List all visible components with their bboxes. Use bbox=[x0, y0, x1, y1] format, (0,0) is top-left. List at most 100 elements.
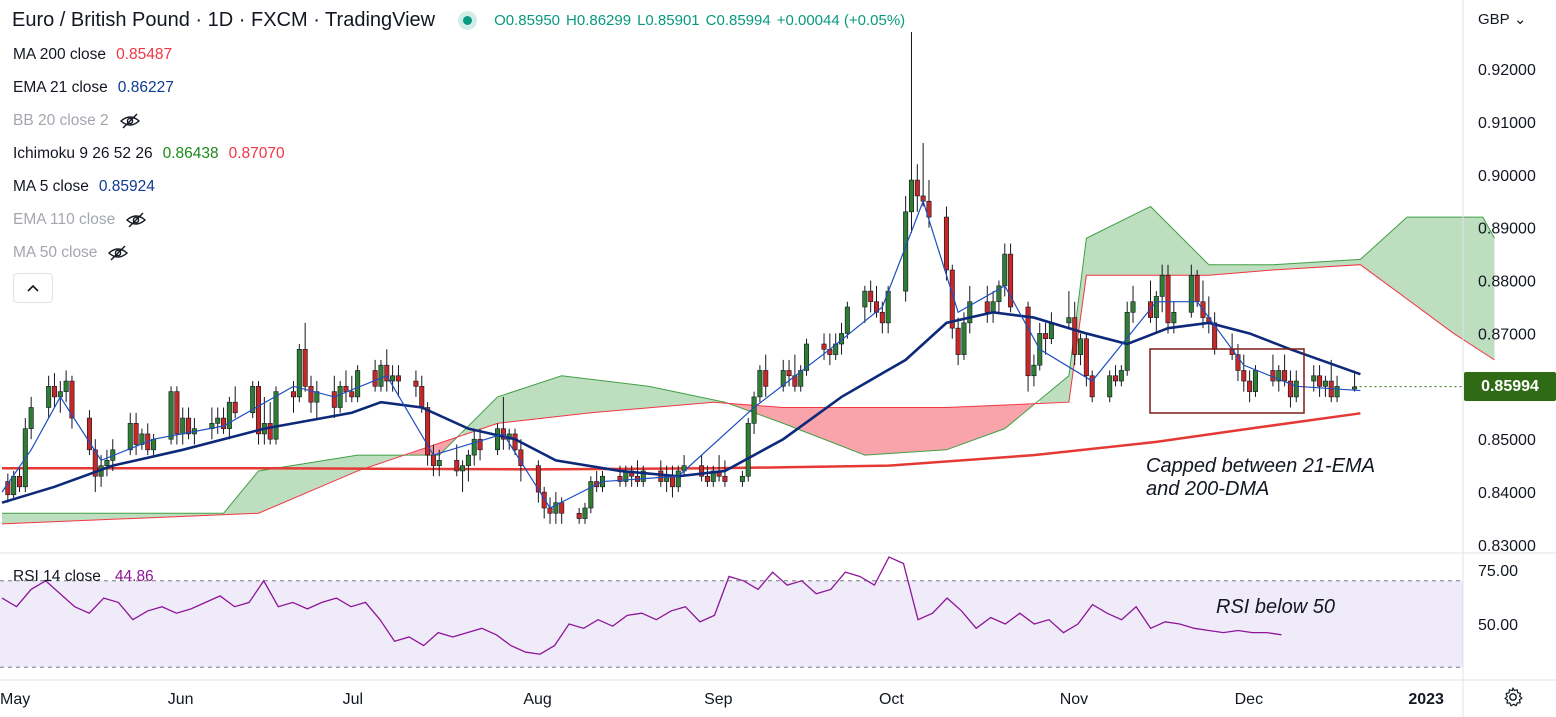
candle-down bbox=[1241, 370, 1247, 382]
candles bbox=[5, 31, 1358, 524]
candle-down bbox=[302, 349, 308, 387]
candle-down bbox=[51, 386, 57, 398]
price-tick-label: 0.88000 bbox=[1478, 274, 1536, 291]
candle-up bbox=[460, 465, 466, 472]
price-tick-label: 0.92000 bbox=[1478, 62, 1536, 79]
legend-value: 0.86438 bbox=[162, 145, 219, 162]
candle-up bbox=[104, 460, 110, 466]
candle-down bbox=[535, 465, 541, 493]
eye-hidden-icon[interactable] bbox=[125, 212, 147, 228]
legend-label: MA 50 close bbox=[13, 244, 98, 261]
currency-selector[interactable]: GBP ⌄ bbox=[1478, 10, 1526, 28]
legend-label: EMA 110 close bbox=[13, 211, 116, 228]
candle-down bbox=[425, 407, 431, 456]
eye-hidden-icon[interactable] bbox=[119, 113, 141, 129]
time-tick-label: May bbox=[0, 691, 30, 708]
candle-down bbox=[232, 401, 238, 414]
candle-down bbox=[512, 433, 518, 451]
candle-up bbox=[436, 460, 442, 466]
cloud-bullish bbox=[1039, 206, 1495, 404]
ema21-line bbox=[1, 310, 1361, 504]
ma200-line bbox=[2, 412, 1361, 471]
legend-value: 0.87070 bbox=[228, 145, 285, 162]
collapse-legend-button[interactable] bbox=[13, 273, 53, 303]
time-tick-label: 2023 bbox=[1408, 691, 1444, 708]
currency-label: GBP bbox=[1478, 11, 1510, 28]
candle-down bbox=[454, 460, 460, 472]
legend-label: BB 20 close 2 bbox=[13, 112, 109, 129]
annotation-main[interactable]: Capped between 21-EMA and 200-DMA bbox=[1146, 455, 1376, 500]
time-tick-label: Aug bbox=[523, 691, 551, 708]
eye-hidden-icon[interactable] bbox=[107, 245, 129, 261]
ma5-path bbox=[1, 199, 1361, 509]
rsi-tick-label: 75.00 bbox=[1478, 563, 1518, 580]
candle-down bbox=[1282, 370, 1288, 382]
candle-down bbox=[699, 465, 705, 477]
candle-up bbox=[337, 386, 343, 408]
candle-down bbox=[1025, 306, 1031, 377]
candle-up bbox=[1276, 370, 1282, 382]
rsi-legend: RSI 14 close 44.86 bbox=[13, 568, 154, 586]
settings-gear-icon[interactable] bbox=[1502, 686, 1524, 708]
candle-up bbox=[640, 470, 646, 482]
legend-row-ichimoku-9-26-52-26[interactable]: Ichimoku 9 26 52 26 0.86438 0.87070 bbox=[13, 145, 285, 163]
candle-up bbox=[1078, 338, 1084, 355]
chart-header: Euro / British Pound · 1D · FXCM · Tradi… bbox=[12, 9, 905, 32]
legend-row-ema-110-close[interactable]: EMA 110 close bbox=[13, 211, 147, 229]
legend-row-ma-200-close[interactable]: MA 200 close 0.85487 bbox=[13, 46, 172, 64]
candle-down bbox=[308, 386, 314, 403]
candle-down bbox=[186, 417, 192, 435]
symbol-title[interactable]: Euro / British Pound · 1D · FXCM · Tradi… bbox=[12, 9, 436, 31]
candle-up bbox=[757, 370, 763, 398]
candle-up bbox=[296, 349, 302, 398]
cloud-bullish bbox=[462, 375, 725, 436]
candle-down bbox=[1113, 375, 1119, 382]
legend-row-bb-20-close-2[interactable]: BB 20 close 2 bbox=[13, 112, 141, 130]
time-tick-label: Nov bbox=[1060, 691, 1088, 708]
cloud-bullish bbox=[2, 455, 405, 524]
candle-up bbox=[314, 391, 320, 403]
legend-label: EMA 21 close bbox=[13, 79, 108, 96]
candle-up bbox=[675, 470, 681, 488]
candle-up bbox=[1118, 370, 1124, 382]
candle-up bbox=[1107, 375, 1113, 398]
candle-down bbox=[1165, 274, 1171, 324]
legend-value: 0.85487 bbox=[116, 46, 173, 63]
candle-up bbox=[710, 470, 716, 482]
candle-down bbox=[1072, 317, 1078, 355]
candle-up bbox=[46, 386, 52, 408]
legend-row-ema-21-close[interactable]: EMA 21 close 0.86227 bbox=[13, 79, 174, 97]
legend-row-ma-50-close[interactable]: MA 50 close bbox=[13, 244, 129, 262]
candle-down bbox=[1235, 354, 1241, 371]
candle-up bbox=[168, 391, 174, 440]
annotation-rsi[interactable]: RSI below 50 bbox=[1216, 596, 1335, 618]
candle-down bbox=[722, 475, 728, 482]
candle-down bbox=[914, 179, 920, 197]
candle-up bbox=[226, 401, 232, 429]
candle-down bbox=[576, 512, 582, 519]
candle-up bbox=[151, 438, 157, 451]
candle-up bbox=[1048, 322, 1054, 340]
candle-down bbox=[1287, 380, 1293, 398]
candle-down bbox=[547, 507, 553, 514]
candle-up bbox=[1159, 274, 1165, 297]
candle-down bbox=[343, 386, 349, 392]
candle-up bbox=[908, 179, 914, 213]
rsi-band bbox=[0, 580, 1463, 668]
candle-up bbox=[1311, 375, 1317, 382]
last-price-tag: 0.85994 bbox=[1464, 372, 1556, 401]
candle-down bbox=[221, 417, 227, 429]
rsi-value: 44.86 bbox=[114, 568, 154, 585]
rsi-line bbox=[1, 556, 1282, 655]
candle-up bbox=[1188, 274, 1194, 313]
time-tick-label: Sep bbox=[704, 691, 733, 708]
price-tick-label: 0.85000 bbox=[1478, 432, 1536, 449]
rsi-label[interactable]: RSI 14 close bbox=[13, 568, 101, 585]
candle-up bbox=[495, 428, 501, 451]
candle-down bbox=[868, 290, 874, 303]
change-value: +0.00044 (+0.05%) bbox=[776, 12, 906, 29]
candle-down bbox=[413, 380, 419, 387]
legend-row-ma-5-close[interactable]: MA 5 close 0.85924 bbox=[13, 178, 155, 196]
